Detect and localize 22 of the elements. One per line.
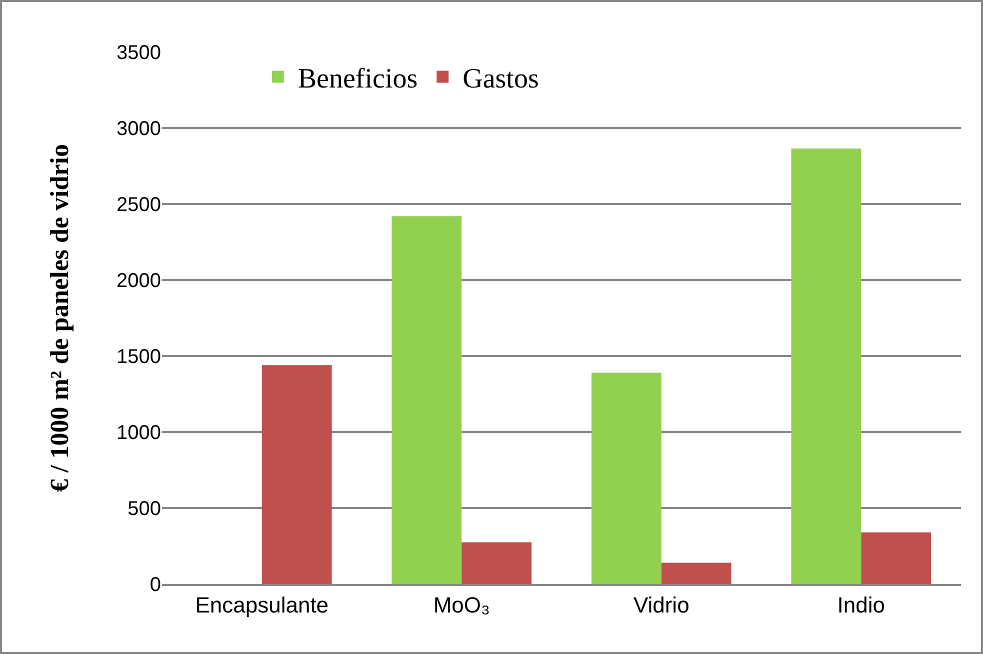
- y-tick-label: 500: [128, 498, 161, 520]
- y-tick-label: 1500: [116, 346, 161, 368]
- y-tick-label: 3500: [116, 42, 161, 64]
- bar: [661, 562, 732, 584]
- bar: [392, 216, 462, 584]
- x-tick-label: MoO₃: [433, 592, 490, 618]
- bar: [262, 365, 332, 584]
- legend-label: Gastos: [462, 64, 539, 95]
- y-tick-label: 2000: [116, 270, 161, 292]
- bar: [591, 372, 662, 584]
- bar: [791, 148, 862, 584]
- bar: [861, 532, 932, 584]
- legend-label: Beneficios: [298, 64, 418, 95]
- x-tick-label: Indio: [837, 592, 885, 618]
- y-tick-label: 1000: [116, 422, 161, 444]
- y-tick-label: 3000: [116, 118, 161, 140]
- bar: [462, 542, 532, 584]
- x-tick-label: Vidrio: [633, 592, 690, 618]
- y-tick-label: 2500: [116, 194, 161, 216]
- x-tick-label: Encapsulante: [195, 592, 329, 618]
- y-axis-title: € / 1000 m² de paneles de vidrio: [44, 144, 74, 492]
- y-tick-label: 0: [150, 574, 161, 596]
